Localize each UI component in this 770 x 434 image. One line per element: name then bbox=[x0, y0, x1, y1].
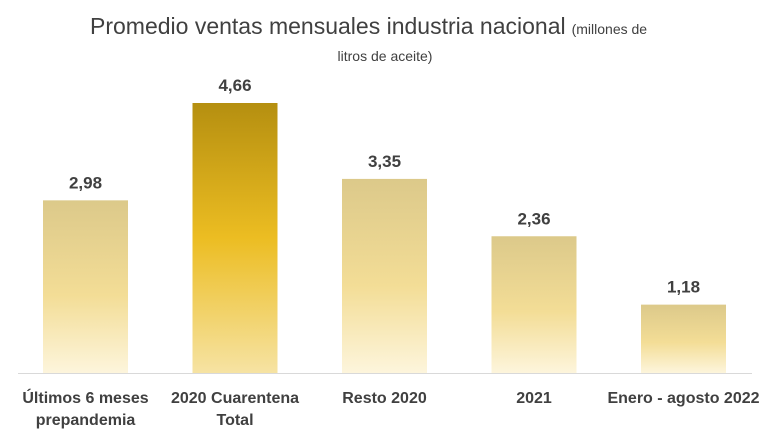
chart-subtitle-line2: litros de aceite) bbox=[338, 48, 433, 64]
x-tick-label-4-0: Enero - agosto 2022 bbox=[607, 390, 759, 407]
chart-title: Promedio ventas mensuales industria naci… bbox=[90, 13, 647, 39]
bar-4 bbox=[641, 304, 726, 373]
data-label-3: 2,36 bbox=[517, 209, 550, 228]
data-label-2: 3,35 bbox=[368, 152, 401, 171]
x-tick-label-0-1: prepandemia bbox=[36, 412, 136, 429]
chart-subtitle-line1: (millones de bbox=[572, 21, 648, 37]
bar-2 bbox=[342, 178, 427, 373]
x-tick-label-1-1: Total bbox=[216, 412, 253, 429]
x-tick-label-0-0: Últimos 6 meses bbox=[22, 388, 148, 407]
x-tick-label-2-0: Resto 2020 bbox=[342, 390, 427, 407]
bar-0 bbox=[43, 200, 128, 373]
x-tick-label-1-0: 2020 Cuarentena bbox=[171, 390, 299, 407]
bar-3 bbox=[491, 236, 577, 373]
data-label-4: 1,18 bbox=[667, 278, 700, 297]
data-label-0: 2,98 bbox=[69, 173, 102, 192]
bar-1 bbox=[192, 103, 278, 373]
x-tick-label-3-0: 2021 bbox=[516, 390, 552, 407]
data-label-1: 4,66 bbox=[218, 76, 251, 95]
